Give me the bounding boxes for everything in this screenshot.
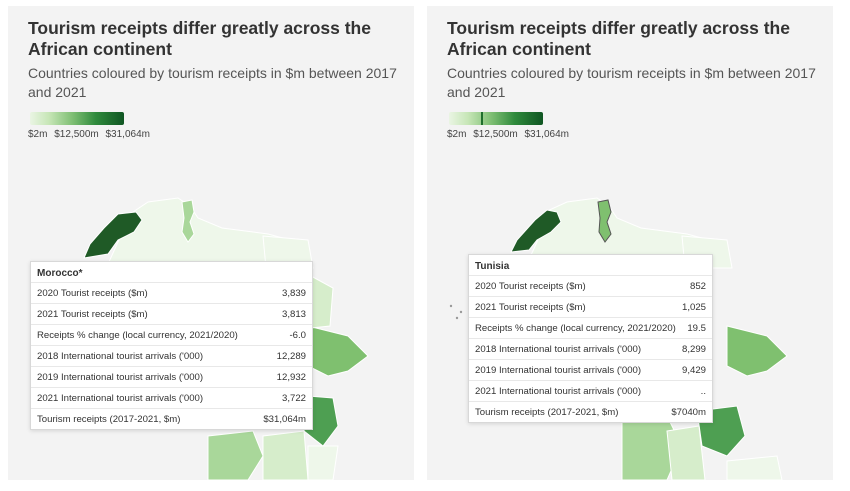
country-tunisia[interactable] bbox=[597, 199, 612, 243]
tooltip-row-value: 9,429 bbox=[681, 364, 706, 376]
tooltip-row-label: 2020 Tourist receipts ($m) bbox=[37, 287, 148, 299]
tooltip-row-label: Tourism receipts (2017-2021, $m) bbox=[37, 413, 181, 425]
island-dot bbox=[459, 310, 463, 314]
country-tooltip: Morocco* 2020 Tourist receipts ($m) 3,839… bbox=[30, 261, 313, 430]
tooltip-row-value: -6.0 bbox=[289, 329, 306, 341]
tooltip-row-value: 3,813 bbox=[281, 308, 306, 320]
tooltip-row-value: $31,064m bbox=[263, 413, 306, 425]
tooltip-row: Tourism receipts (2017-2021, $m) $31,064m bbox=[31, 408, 312, 429]
tooltip-row: 2019 International tourist arrivals ('00… bbox=[469, 359, 712, 380]
country-tunisia[interactable] bbox=[181, 199, 195, 243]
map-subtitle: Countries coloured by tourism receipts i… bbox=[28, 65, 397, 100]
country-morocco[interactable] bbox=[510, 209, 562, 253]
tooltip-row-value: 12,932 bbox=[276, 371, 306, 383]
country-central-1[interactable] bbox=[207, 430, 264, 480]
country-ethiopia[interactable] bbox=[307, 325, 369, 377]
tooltip-row: Receipts % change (local currency, 2021/… bbox=[31, 324, 312, 345]
map-panel-right: Tourism receipts differ greatly across t… bbox=[427, 6, 833, 480]
tooltip-country-name: Tunisia bbox=[475, 261, 510, 272]
island-dot bbox=[455, 316, 459, 320]
tooltip-row: 2018 International tourist arrivals ('00… bbox=[31, 345, 312, 366]
map-panel-left: Tourism receipts differ greatly across t… bbox=[8, 6, 414, 480]
country-central-2[interactable] bbox=[666, 425, 706, 480]
tooltip-row-label: 2019 International tourist arrivals ('00… bbox=[37, 371, 204, 383]
legend-labels: $2m $12,500m $31,064m bbox=[28, 129, 154, 140]
legend-label-min: $2m bbox=[447, 129, 467, 140]
tooltip-row: 2019 International tourist arrivals ('00… bbox=[31, 366, 312, 387]
africa-map-right bbox=[449, 197, 788, 480]
tooltip-row: 2020 Tourist receipts ($m) 3,839 bbox=[31, 282, 312, 303]
tooltip-row-value: 8,299 bbox=[681, 343, 706, 355]
map-title: Tourism receipts differ greatly across t… bbox=[447, 18, 790, 59]
tooltip-row-label: 2018 International tourist arrivals ('00… bbox=[475, 343, 642, 355]
color-scale-legend bbox=[30, 112, 124, 125]
tooltip-row: Receipts % change (local currency, 2021/… bbox=[469, 317, 712, 338]
tooltip-row-label: Tourism receipts (2017-2021, $m) bbox=[475, 406, 619, 418]
legend-label-mid: $12,500m bbox=[473, 129, 518, 140]
legend-highlight-marker bbox=[481, 112, 483, 125]
tooltip-row: 2021 International tourist arrivals ('00… bbox=[469, 380, 712, 401]
tooltip-row: 2021 Tourist receipts ($m) 3,813 bbox=[31, 303, 312, 324]
tooltip-row-label: Receipts % change (local currency, 2021/… bbox=[475, 322, 676, 334]
tooltip-row-label: 2020 Tourist receipts ($m) bbox=[475, 280, 586, 292]
tooltip-row-label: 2021 Tourist receipts ($m) bbox=[37, 308, 148, 320]
legend-label-min: $2m bbox=[28, 129, 48, 140]
tooltip-row: Tourism receipts (2017-2021, $m) $7040m bbox=[469, 401, 712, 422]
country-tooltip: Tunisia 2020 Tourist receipts ($m) 852 20… bbox=[468, 254, 713, 423]
legend-label-max: $31,064m bbox=[105, 129, 150, 140]
tooltip-row-value: 19.5 bbox=[687, 322, 706, 334]
tooltip-row-value: 12,289 bbox=[276, 350, 306, 362]
color-scale-legend bbox=[449, 112, 543, 125]
map-title: Tourism receipts differ greatly across t… bbox=[28, 18, 371, 59]
tooltip-row-value: 1,025 bbox=[681, 301, 706, 313]
tooltip-row-value: 3,839 bbox=[281, 287, 306, 299]
tooltip-row: 2021 International tourist arrivals ('00… bbox=[31, 387, 312, 408]
tooltip-row: 2020 Tourist receipts ($m) 852 bbox=[469, 275, 712, 296]
island-dot bbox=[449, 304, 453, 308]
tooltip-row-label: 2018 International tourist arrivals ('00… bbox=[37, 350, 204, 362]
tooltip-row-value: $7040m bbox=[671, 406, 706, 418]
tooltip-country-name: Morocco* bbox=[37, 268, 83, 279]
tooltip-row-value: .. bbox=[700, 385, 706, 397]
map-subtitle: Countries coloured by tourism receipts i… bbox=[447, 65, 816, 100]
country-central-3[interactable] bbox=[726, 455, 783, 480]
country-central-3[interactable] bbox=[307, 445, 339, 480]
country-morocco[interactable] bbox=[83, 211, 143, 259]
tooltip-row-label: 2021 International tourist arrivals ('00… bbox=[475, 385, 642, 397]
tooltip-row-value: 852 bbox=[689, 280, 706, 292]
legend-label-mid: $12,500m bbox=[54, 129, 99, 140]
legend-labels: $2m $12,500m $31,064m bbox=[447, 129, 573, 140]
tooltip-row-label: Receipts % change (local currency, 2021/… bbox=[37, 329, 238, 341]
tooltip-row-value: 3,722 bbox=[281, 392, 306, 404]
tooltip-row-label: 2021 International tourist arrivals ('00… bbox=[37, 392, 204, 404]
country-egypt[interactable] bbox=[262, 235, 314, 269]
country-sudan[interactable] bbox=[310, 275, 334, 329]
tooltip-row: 2021 Tourist receipts ($m) 1,025 bbox=[469, 296, 712, 317]
country-ethiopia[interactable] bbox=[726, 325, 788, 377]
legend-label-max: $31,064m bbox=[524, 129, 569, 140]
tooltip-row-label: 2021 Tourist receipts ($m) bbox=[475, 301, 586, 313]
tooltip-row: 2018 International tourist arrivals ('00… bbox=[469, 338, 712, 359]
tooltip-row-label: 2019 International tourist arrivals ('00… bbox=[475, 364, 642, 376]
country-central-2[interactable] bbox=[262, 430, 309, 480]
